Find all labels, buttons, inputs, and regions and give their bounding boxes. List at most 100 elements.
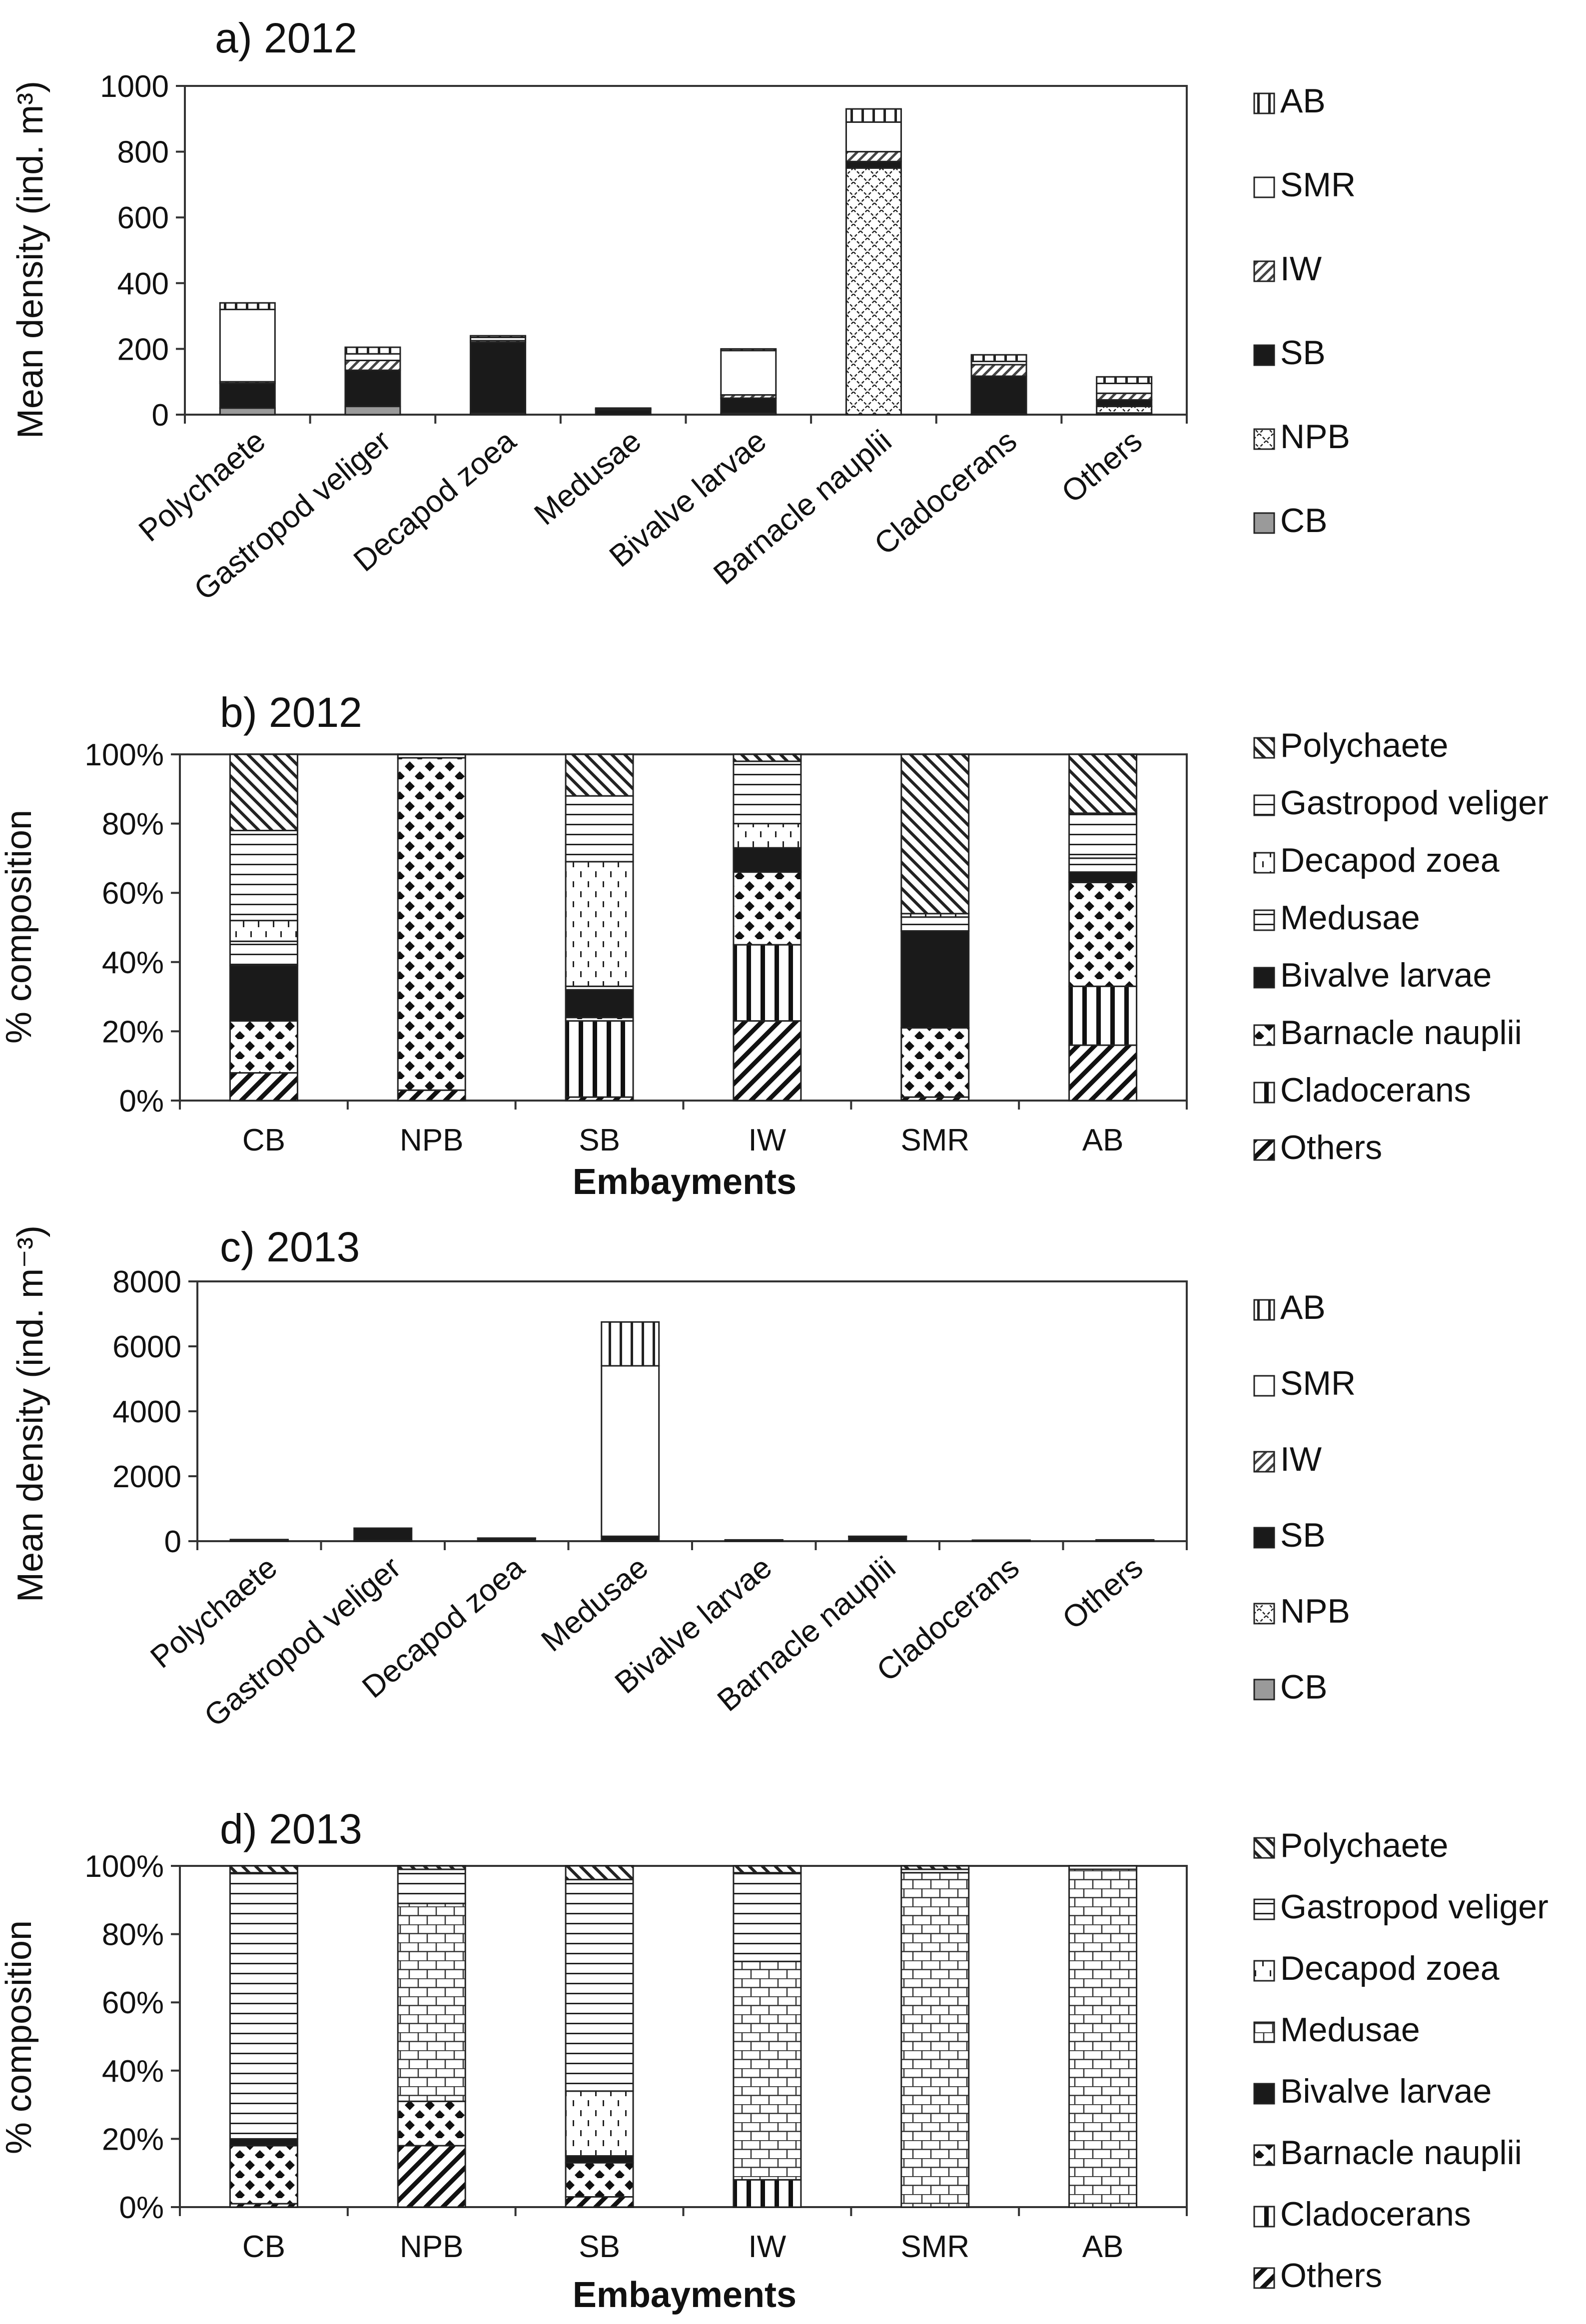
bar-segment-cb-others [229, 1072, 298, 1102]
legend-swatch-medusae [1253, 2021, 1275, 2043]
chart-title: a) 2012 [215, 14, 357, 61]
bar-segment-others-iw [1096, 392, 1153, 401]
bar-segment-iw-gastropod-veliger [733, 1872, 802, 1962]
y-axis-label: % composition [0, 810, 39, 1044]
legend-label-others: Others [1280, 2257, 1382, 2295]
bar-segment-polychaete-sb [219, 382, 276, 409]
bar-segment-cb-decapod-zoea [229, 920, 298, 942]
y-axis-label: Mean density (ind. m⁻³) [10, 1225, 50, 1602]
bar-segment-iw-polychaete [733, 753, 802, 762]
legend-swatch-cb [1253, 512, 1275, 534]
category-label-medusae: Medusae [528, 424, 648, 532]
y-tick-label: 20% [102, 1015, 164, 1049]
legend-label-smr: SMR [1280, 166, 1356, 204]
legend-swatch-smr [1253, 1375, 1275, 1397]
plot-frame [179, 1865, 1188, 2208]
legend-label-decapod-zoea: Decapod zoea [1280, 841, 1500, 879]
legend-label-gastropod-veliger: Gastropod veliger [1280, 784, 1549, 822]
category-label-smr: SMR [900, 2230, 969, 2264]
category-label-cb: CB [242, 2230, 285, 2264]
bar-segment-sb-polychaete [565, 1865, 634, 1880]
bar-segment-medusae-ab [601, 1321, 660, 1367]
bar-segment-npb-polychaete [397, 1865, 466, 1870]
category-label-others: Others [1056, 1550, 1149, 1636]
legend-swatch-medusae [1253, 909, 1275, 931]
y-tick-label: 0 [152, 398, 169, 433]
legend-label-gastropod-veliger: Gastropod veliger [1280, 1888, 1549, 1926]
category-label-sb: SB [579, 1123, 620, 1158]
y-tick-label: 0% [119, 1084, 164, 1119]
plot-frame [184, 85, 1188, 416]
category-label-npb: NPB [400, 1123, 463, 1158]
legend-label-medusae: Medusae [1280, 2011, 1420, 2049]
bar-segment-decapod-zoea-ab [477, 1537, 536, 1539]
bar-segment-polychaete-cb [219, 407, 276, 416]
bar-segment-cladocerans-iw [970, 364, 1027, 377]
y-tick-label: 4000 [112, 1395, 181, 1429]
panel-d: 0% 20% 40% 60% 80% 100% CB NPB SB IW SMR AB d) 2013%… [0, 1805, 1549, 2315]
legend-label-polychaete: Polychaete [1280, 1826, 1448, 1864]
bar-segment-others-ab [1096, 376, 1153, 384]
bar-segment-barnacle-nauplii-ab [845, 108, 902, 123]
bar-segment-smr-medusae [900, 1872, 970, 2208]
bar-segment-ab-gastropod-veliger [1068, 812, 1138, 859]
bar-segment-cladocerans-ab [971, 1539, 1031, 1542]
y-tick-label: 200 [117, 332, 169, 367]
bar-segment-polychaete-smr [219, 308, 276, 383]
legend-swatch-polychaete [1253, 737, 1275, 759]
y-tick-label: 100% [84, 1849, 164, 1884]
legend-swatch-cladocerans [1253, 1082, 1275, 1104]
y-tick-label: 80% [102, 807, 164, 842]
bar-segment-cladocerans-ab [970, 354, 1027, 362]
y-tick-label: 400 [117, 267, 169, 301]
bar-segment-smr-medusae [900, 916, 970, 932]
legend-label-cb: CB [1280, 502, 1327, 540]
bar-segment-barnacle-nauplii-sb [845, 160, 902, 169]
bar-segment-cb-polychaete [229, 753, 298, 831]
legend-swatch-gastropod-veliger [1253, 1898, 1275, 1920]
bar-segment-polychaete-ab [219, 302, 276, 310]
y-tick-label: 40% [102, 2054, 164, 2089]
bar-segment-decapod-zoea-sb [470, 341, 527, 414]
y-tick-label: 8000 [112, 1265, 181, 1299]
category-label-iw: IW [749, 2230, 787, 2264]
bar-segment-bivalve-larvae-sb [720, 397, 777, 414]
legend-swatch-bivalve-larvae [1253, 2083, 1275, 2105]
bar-segment-medusae-ab [595, 407, 652, 410]
legend-swatch-ab [1253, 92, 1275, 114]
legend-swatch-decapod-zoea [1253, 852, 1275, 874]
bar-segment-barnacle-nauplii-npb [845, 167, 902, 416]
bar-segment-sb-bivalve-larvae [565, 2155, 634, 2164]
bar-segment-bivalve-larvae-smr [720, 350, 777, 396]
bar-segment-cb-gastropod-veliger [229, 829, 298, 922]
bar-segment-others-smr [1096, 382, 1153, 394]
bar-segment-cb-medusae [229, 940, 298, 967]
category-label-iw: IW [749, 1123, 787, 1158]
category-label-medusae: Medusae [535, 1550, 655, 1659]
bar-segment-npb-others [397, 1089, 466, 1102]
legend-label-cladocerans: Cladocerans [1280, 2195, 1471, 2233]
y-tick-label: 0% [119, 2191, 164, 2225]
category-label-ab: AB [1082, 2230, 1124, 2264]
bar-segment-sb-bivalve-larvae [565, 989, 634, 1019]
legend-label-others: Others [1280, 1129, 1382, 1166]
y-tick-label: 40% [102, 946, 164, 980]
legend-label-medusae: Medusae [1280, 899, 1420, 937]
bar-segment-sb-decapod-zoea [565, 861, 634, 987]
y-tick-label: 2000 [112, 1460, 181, 1494]
y-tick-label: 6000 [112, 1330, 181, 1364]
legend-swatch-others [1253, 1139, 1275, 1161]
bar-segment-iw-cladocerans [733, 944, 802, 1022]
category-label-smr: SMR [900, 1123, 969, 1158]
bar-segment-iw-others [733, 1020, 802, 1102]
y-tick-label: 0 [164, 1525, 181, 1559]
x-axis-label: Embayments [573, 1162, 796, 1202]
bar-segment-smr-polychaete [900, 753, 970, 915]
legend-label-barnacle-nauplii: Barnacle nauplii [1280, 1014, 1522, 1052]
legend-label-npb: NPB [1280, 418, 1350, 456]
legend-label-ab: AB [1280, 82, 1326, 120]
category-label-ab: AB [1082, 1123, 1124, 1158]
bar-segment-sb-others [565, 2196, 634, 2208]
legend-swatch-gastropod-veliger [1253, 794, 1275, 816]
plot-frame [196, 1280, 1188, 1542]
